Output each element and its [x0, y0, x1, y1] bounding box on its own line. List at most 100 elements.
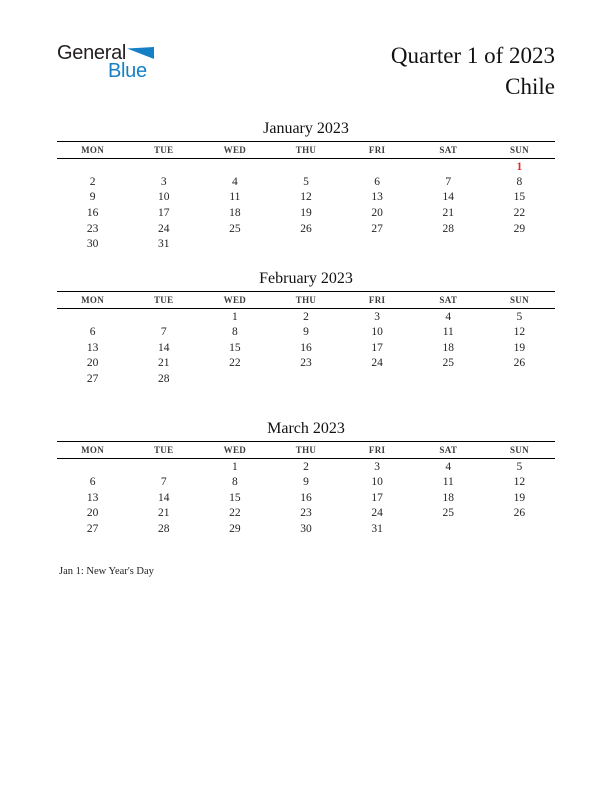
- week-row: 2 3 4 5 6 7 8: [57, 174, 555, 190]
- day-cell: 17: [157, 207, 170, 220]
- day-cell: 7: [445, 175, 452, 188]
- weekday-header-fri: FRI: [341, 141, 413, 159]
- empty-day-cell: [199, 159, 270, 175]
- week-row: 23 24 25 26 27 28 29: [57, 221, 555, 237]
- document-title: Quarter 1 of 2023 Chile: [391, 40, 555, 102]
- day-cell: 24: [157, 222, 170, 235]
- week-row: 6 7 8 9 10 11 12: [57, 474, 555, 490]
- empty-day-cell: [413, 521, 484, 537]
- month-table: MON TUE WED THU FRI SAT SUN 1 2 3 4 5 6 7 8 9 10 11 12 13 14…: [57, 141, 555, 252]
- empty-day-cell: [270, 236, 341, 252]
- day-cell: 9: [303, 325, 309, 338]
- day-cell: 19: [300, 207, 312, 220]
- week-row: [57, 387, 555, 403]
- weekday-header-sat: SAT: [412, 441, 484, 460]
- day-cell: 12: [300, 191, 312, 204]
- day-cell: 9: [303, 476, 309, 489]
- day-cell: 28: [157, 372, 170, 385]
- empty-day-cell: [57, 459, 128, 475]
- week-row: 30 31: [57, 236, 555, 252]
- empty-day-cell: [128, 309, 199, 325]
- empty-day-cell: [413, 387, 484, 403]
- day-cell: 2: [303, 460, 309, 473]
- day-cell: 25: [442, 357, 455, 370]
- day-cell: 14: [157, 341, 170, 354]
- day-cell: 28: [157, 522, 170, 535]
- weekday-header-thu: THU: [270, 291, 342, 310]
- day-cell: 25: [442, 507, 455, 520]
- empty-day-cell: [413, 236, 484, 252]
- weekday-header-mon: MON: [57, 291, 129, 310]
- day-cell: 16: [300, 491, 312, 504]
- weekday-header-thu: THU: [270, 141, 342, 159]
- day-cell: 4: [231, 175, 238, 188]
- month-table: MON TUE WED THU FRI SAT SUN 1 2 3 4 5 6 7 8 9 10 11 12 13 14…: [57, 291, 555, 402]
- empty-day-cell: [57, 159, 128, 175]
- month-calendar-february: February 2023 MON TUE WED THU FRI SAT SUN 1 2 3 4 5 6…: [57, 269, 555, 402]
- week-row: 27 28 29 30 31: [57, 521, 555, 537]
- day-cell: 19: [513, 491, 526, 504]
- day-cell: 24: [371, 507, 383, 520]
- holiday-note: Jan 1: New Year's Day: [59, 566, 154, 578]
- day-cell: 11: [442, 325, 454, 338]
- logo-text-general: General: [57, 42, 127, 64]
- day-cell: 20: [371, 207, 383, 220]
- empty-day-cell: [57, 309, 128, 325]
- week-row: 16 17 18 19 20 21 22: [57, 205, 555, 221]
- empty-day-cell: [484, 387, 555, 403]
- day-cell: 10: [371, 476, 383, 489]
- weekday-header-row: MON TUE WED THU FRI SAT SUN: [57, 441, 555, 460]
- day-cell: 19: [513, 341, 526, 354]
- day-cell: 21: [157, 357, 170, 370]
- day-cell: 7: [160, 325, 167, 338]
- empty-day-cell: [270, 387, 341, 403]
- month-title: March 2023: [267, 420, 345, 438]
- day-cell: 6: [89, 325, 96, 338]
- empty-day-cell: [413, 159, 484, 175]
- day-cell: 15: [229, 491, 241, 504]
- day-cell: 3: [374, 310, 380, 323]
- empty-day-cell: [270, 537, 341, 553]
- empty-day-cell: [128, 159, 199, 175]
- day-cell: 26: [513, 357, 526, 370]
- page-header: General Blue Quarter 1 of 2023 Chile: [57, 40, 555, 102]
- day-cell: 12: [513, 325, 526, 338]
- day-cell: 11: [229, 191, 241, 204]
- empty-day-cell: [199, 236, 270, 252]
- day-cell: 6: [374, 175, 380, 188]
- weekday-header-tue: TUE: [128, 141, 200, 159]
- logo-line-top: General: [57, 42, 155, 64]
- day-cell: 5: [303, 175, 309, 188]
- weekday-header-wed: WED: [199, 141, 271, 159]
- day-cell: 8: [516, 175, 523, 188]
- week-row: 1 2 3 4 5: [57, 459, 555, 475]
- day-cell: 23: [300, 507, 312, 520]
- day-cell: 22: [513, 207, 526, 220]
- day-cell: 12: [513, 476, 526, 489]
- weekday-header-sun: SUN: [483, 441, 555, 460]
- empty-day-cell: [199, 387, 270, 403]
- logo-text-blue: Blue: [108, 60, 147, 82]
- day-cell: 4: [445, 460, 452, 473]
- day-cell: 13: [86, 491, 99, 504]
- document-title-country: Chile: [505, 74, 555, 99]
- empty-day-cell: [57, 387, 128, 403]
- empty-day-cell: [413, 371, 484, 387]
- week-row: [57, 537, 555, 553]
- weekday-header-sat: SAT: [412, 291, 484, 310]
- day-cell: 10: [157, 191, 170, 204]
- empty-day-cell: [342, 236, 413, 252]
- empty-day-cell: [342, 159, 413, 175]
- day-cell: 25: [229, 222, 241, 235]
- empty-day-cell: [342, 371, 413, 387]
- weekday-header-fri: FRI: [341, 291, 413, 310]
- day-cell: 30: [300, 522, 312, 535]
- day-cell: 27: [371, 222, 383, 235]
- month-title: January 2023: [263, 120, 349, 137]
- day-cell: 16: [86, 207, 99, 220]
- empty-day-cell: [342, 387, 413, 403]
- empty-day-cell: [128, 459, 199, 475]
- day-cell: 1: [231, 460, 238, 473]
- month-title: February 2023: [259, 270, 353, 288]
